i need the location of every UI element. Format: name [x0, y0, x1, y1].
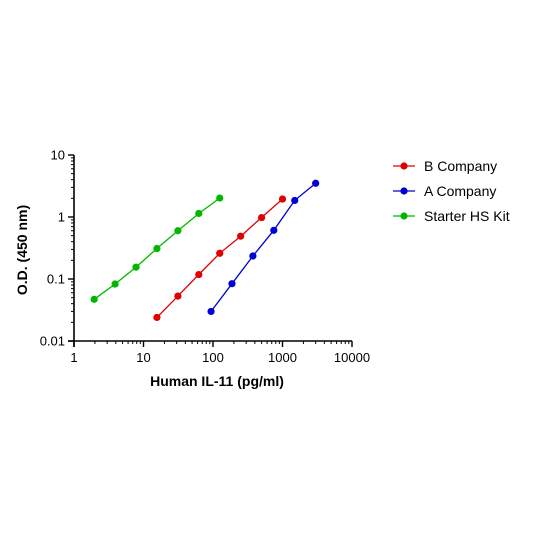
series-0 — [153, 195, 287, 322]
data-point — [207, 307, 215, 316]
series-2 — [90, 194, 224, 303]
y-tick-label: 0.01 — [40, 334, 65, 349]
data-point — [291, 196, 299, 205]
x-tick-label: 100 — [202, 350, 224, 365]
data-point — [257, 213, 266, 222]
series-line — [210, 182, 317, 312]
data-point — [90, 295, 98, 303]
data-point — [249, 252, 257, 260]
legend-item-2: Starter HS Kit — [393, 208, 510, 224]
legend-marker — [400, 162, 408, 170]
x-tick-label: 1 — [70, 350, 77, 365]
data-point — [228, 280, 236, 288]
legend-item-0: B Company — [393, 158, 497, 174]
y-axis-title: O.D. (450 nm) — [14, 205, 30, 295]
legend-item-1: A Company — [393, 183, 496, 199]
x-tick-label: 1000 — [268, 350, 297, 365]
data-point — [153, 244, 161, 253]
series-layer — [90, 179, 320, 322]
legend-marker — [400, 212, 408, 220]
data-point — [216, 194, 224, 202]
legend-label: Starter HS Kit — [424, 208, 510, 224]
x-tick-label: 10 — [136, 350, 150, 365]
y-tick-label: 1 — [58, 210, 65, 225]
series-1 — [207, 179, 320, 316]
data-point — [312, 179, 320, 187]
legend-label: A Company — [424, 183, 496, 199]
data-point — [111, 280, 119, 288]
data-point — [153, 313, 161, 322]
data-point — [132, 263, 140, 271]
data-point — [216, 249, 224, 257]
data-point — [195, 270, 203, 279]
y-tick-label: 0.1 — [47, 272, 65, 287]
x-tick-label: 10000 — [334, 350, 370, 365]
data-point — [174, 292, 182, 300]
y-tick-label: 10 — [51, 148, 65, 163]
legend-label: B Company — [424, 158, 497, 174]
x-axis-title: Human IL-11 (pg/ml) — [150, 373, 284, 389]
legend-marker — [400, 187, 408, 195]
data-point — [237, 232, 245, 240]
data-point — [174, 227, 182, 235]
legend: B Company A Company Starter HS Kit — [393, 158, 510, 224]
data-point — [278, 195, 287, 203]
data-point — [195, 209, 203, 218]
data-point — [270, 226, 278, 234]
